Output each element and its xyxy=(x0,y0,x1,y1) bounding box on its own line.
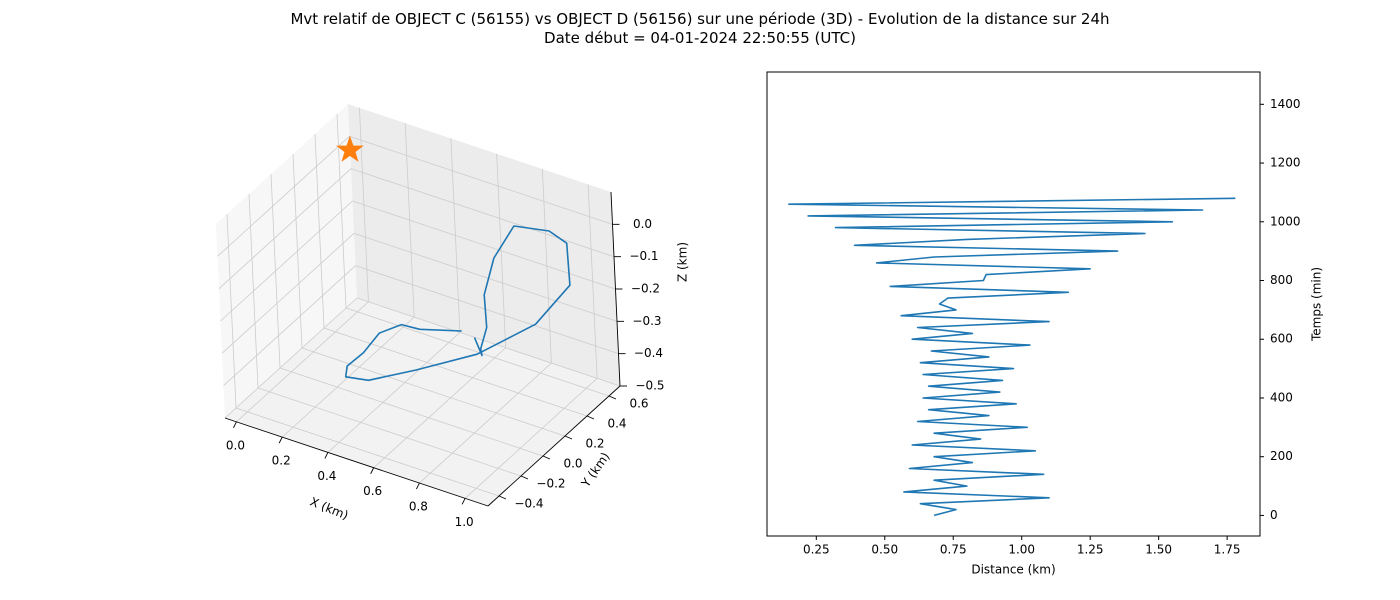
figure-title-line-1: Mvt relatif de OBJECT C (56155) vs OBJEC… xyxy=(290,10,1110,28)
grid-line xyxy=(356,297,621,387)
y-tick-label: 1200 xyxy=(1270,156,1301,170)
x-tick-mark xyxy=(461,498,466,505)
z-axis-label: Z (km) xyxy=(676,242,690,282)
x-tick-label: 0.4 xyxy=(317,469,336,483)
y-axis-line xyxy=(487,385,621,507)
grid-line xyxy=(464,378,598,499)
z-tick-label: −0.3 xyxy=(632,314,661,328)
x-tick-label: 0.25 xyxy=(803,543,830,557)
z-tick-label: −0.5 xyxy=(635,379,664,393)
figure-title: Mvt relatif de OBJECT C (56155) vs OBJEC… xyxy=(0,10,1400,48)
chart-distance-over-time: 0.25 0.50 0.75 1.00 1.25 1.50 1.75 0 200 400 600 80… xyxy=(766,71,1324,577)
grid-line xyxy=(235,407,500,497)
x-tick-mark xyxy=(233,421,237,429)
y-tick-label: 0.6 xyxy=(629,397,648,411)
y-axis-label: Y (km) xyxy=(578,450,613,491)
x-axis-line xyxy=(224,417,489,507)
y-tick-mark xyxy=(586,415,595,420)
grid-line xyxy=(327,332,461,453)
grid-line xyxy=(419,362,552,484)
x-tick-label: 0.0 xyxy=(226,438,245,452)
y-tick-label: 1000 xyxy=(1270,214,1301,228)
figure-title-line-2: Date début = 04-01-2024 22:50:55 (UTC) xyxy=(544,29,856,47)
grid-line xyxy=(224,297,358,419)
pane-floor xyxy=(225,298,620,506)
y-tick-label: 0.2 xyxy=(585,437,604,451)
y-tick-label: 1400 xyxy=(1270,97,1301,111)
y-tick-mark xyxy=(564,435,573,440)
grid-line xyxy=(221,233,355,354)
grid-line xyxy=(279,367,544,457)
y-axis-label: Temps (min) xyxy=(1310,267,1324,342)
grid-line xyxy=(301,347,566,437)
z-tick-label: 0.0 xyxy=(633,217,652,231)
grid-line xyxy=(223,265,356,386)
x-tick-label: 1.00 xyxy=(1008,543,1035,557)
grid-line xyxy=(257,387,522,477)
grid-line xyxy=(323,327,588,417)
x-tick-label: 1.50 xyxy=(1145,543,1172,557)
y-tick-label: 600 xyxy=(1270,332,1293,346)
z-tick-label: −0.2 xyxy=(631,282,660,296)
z-tick-label: −0.4 xyxy=(634,346,663,360)
x-tick-label: 0.2 xyxy=(272,454,291,468)
x-tick-label: 1.75 xyxy=(1214,543,1241,557)
star-marker-icon xyxy=(336,135,364,162)
x-tick-label: 0.75 xyxy=(940,543,967,557)
y-tick-label: 0.4 xyxy=(607,417,626,431)
grid-line xyxy=(353,232,618,322)
grid-line xyxy=(218,168,352,289)
y-tick-mark xyxy=(498,495,507,500)
x-tick-mark xyxy=(278,436,283,444)
x-axis-label: X (km) xyxy=(308,495,350,523)
trajectory-series-line xyxy=(344,225,571,382)
grid-line xyxy=(373,347,506,469)
grid-line xyxy=(350,168,615,258)
y-tick-label: −0.2 xyxy=(536,477,565,491)
y-tick-label: 200 xyxy=(1270,449,1293,463)
y-tick-mark xyxy=(542,455,551,460)
y-tick-label: 0 xyxy=(1270,508,1278,522)
x-tick-label: 0.8 xyxy=(409,500,428,514)
y-tick-mark xyxy=(608,395,617,400)
x-axis-label: Distance (km) xyxy=(971,563,1055,577)
x-tick-label: 0.6 xyxy=(363,484,382,498)
z-tick-label: −0.1 xyxy=(629,249,658,263)
grid-line xyxy=(355,265,619,355)
x-tick-mark xyxy=(415,482,420,490)
grid-line xyxy=(352,200,616,290)
y-tick-label: 0.0 xyxy=(563,457,582,471)
x-tick-mark xyxy=(324,452,329,459)
distance-series-line xyxy=(788,197,1236,517)
y-tick-label: −0.4 xyxy=(514,497,543,511)
x-tick-label: 0.50 xyxy=(871,543,898,557)
plot-frame xyxy=(766,71,1261,537)
grid-line xyxy=(345,307,610,397)
x-tick-label: 1.0 xyxy=(455,515,474,529)
y-tick-label: 400 xyxy=(1270,390,1293,404)
chart-3d-trajectory: 0.00.20.40.60.81.0−0.4−0.20.00.20.40.60.… xyxy=(216,104,690,529)
y-tick-label: 800 xyxy=(1270,273,1293,287)
y-tick-mark xyxy=(520,475,529,480)
grid-line xyxy=(236,301,369,423)
x-tick-mark xyxy=(370,467,375,474)
grid-line xyxy=(220,200,353,322)
grid-line xyxy=(217,136,350,257)
grid-line xyxy=(349,135,613,225)
x-tick-label: 1.25 xyxy=(1077,543,1104,557)
